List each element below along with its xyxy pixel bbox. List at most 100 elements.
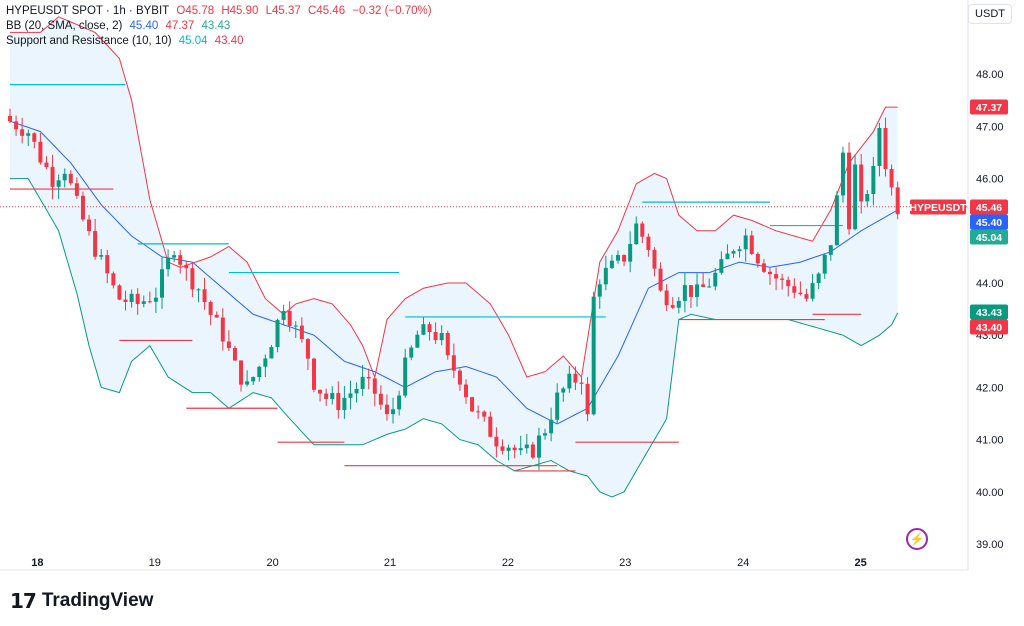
candle-body	[123, 299, 128, 303]
candle-body	[421, 324, 426, 335]
candle-body	[160, 269, 164, 298]
candle-body	[761, 263, 766, 272]
candle-body	[834, 195, 839, 246]
candle-body	[245, 381, 250, 385]
candle-body	[707, 286, 712, 288]
candle-body	[208, 302, 213, 315]
candle-body	[591, 296, 596, 415]
candle-body	[153, 297, 158, 302]
candle-body	[853, 164, 858, 230]
candle-body	[895, 187, 900, 215]
candle-body	[287, 311, 292, 326]
x-tick-label: 20	[267, 557, 279, 569]
candle-body	[232, 347, 237, 361]
candle-body	[330, 393, 335, 399]
candle-body	[226, 341, 231, 348]
candle-body	[281, 311, 286, 320]
candle-body	[342, 397, 347, 410]
candle-body	[476, 411, 481, 413]
candle-body	[561, 388, 566, 393]
symbol-row: HYPEUSDT SPOT · 1h · BYBIT O45.78 H45.90…	[6, 4, 436, 19]
candle-body	[682, 285, 687, 301]
candle-body	[202, 289, 207, 303]
candle-body	[804, 294, 809, 299]
candle-body	[628, 244, 633, 262]
candle-body	[622, 255, 627, 262]
currency-button[interactable]: USDT	[968, 4, 1012, 24]
candle-body	[549, 419, 554, 434]
candle-body	[56, 180, 61, 187]
candle-body	[129, 293, 134, 303]
candle-body	[196, 289, 201, 291]
sr-row[interactable]: Support and Resistance (10, 10) 45.04 43…	[6, 34, 436, 49]
candle-body	[640, 223, 645, 237]
price-badge	[970, 214, 1008, 230]
candle-body	[378, 393, 383, 405]
candle-body	[318, 389, 323, 394]
candle-body	[871, 165, 876, 194]
price-badge-label: 45.46	[976, 202, 1002, 214]
price-badge	[970, 99, 1008, 115]
candle-body	[409, 347, 414, 358]
symbol-label: HYPEUSDT SPOT · 1h · BYBIT	[6, 5, 170, 17]
tradingview-logo-text: TradingView	[41, 590, 154, 611]
symbol-badge-label: HYPEUSDT	[909, 202, 967, 214]
candle-body	[263, 358, 268, 367]
price-badge-label: 43.40	[976, 322, 1002, 334]
candle-body	[220, 317, 225, 342]
flash-icon[interactable]: ⚡	[906, 528, 928, 550]
candle-body	[20, 129, 25, 136]
bollinger-upper-line	[10, 16, 898, 379]
bb-row[interactable]: BB (20, SMA, close, 2) 45.40 47.37 43.43	[6, 19, 436, 34]
candle-body	[670, 305, 675, 308]
y-tick-label: 40.00	[976, 487, 1004, 499]
candle-body	[798, 292, 803, 295]
candle-body	[451, 355, 456, 371]
candle-body	[506, 447, 511, 451]
price-badge-label: 45.04	[976, 232, 1002, 244]
candle-body	[634, 223, 639, 245]
candle-body	[354, 388, 359, 394]
candle-body	[597, 284, 602, 297]
candle-body	[80, 195, 85, 220]
candle-body	[701, 284, 706, 287]
candle-body	[774, 274, 779, 279]
candle-body	[38, 141, 43, 163]
candle-body	[166, 257, 171, 270]
price-badge	[970, 229, 1008, 245]
candle-body	[239, 360, 244, 385]
candle-body	[93, 231, 98, 257]
candle-body	[488, 416, 493, 437]
price-badge	[970, 304, 1008, 320]
candle-body	[883, 127, 888, 169]
candle-body	[293, 325, 298, 327]
candle-body	[646, 236, 651, 250]
candle-body	[366, 376, 371, 379]
candle-body	[147, 301, 152, 303]
y-tick-label: 46.00	[976, 174, 1004, 186]
candle-body	[105, 255, 110, 274]
bb-lower-value: 43.43	[201, 20, 231, 32]
candle-body	[336, 393, 341, 410]
candle-body	[415, 334, 420, 348]
candle-body	[847, 152, 852, 230]
candle-body	[840, 152, 845, 196]
candle-body	[445, 332, 450, 356]
candle-body	[324, 393, 329, 399]
chart-legend: HYPEUSDT SPOT · 1h · BYBIT O45.78 H45.90…	[6, 4, 436, 49]
sr-title: Support and Resistance (10, 10)	[6, 35, 172, 47]
candle-body	[141, 301, 146, 304]
price-badge	[970, 319, 1008, 335]
candle-body	[536, 435, 541, 458]
candle-body	[755, 253, 760, 264]
candle-body	[889, 168, 894, 188]
candle-body	[664, 290, 669, 306]
candle-body	[439, 332, 444, 341]
candle-body	[616, 255, 620, 261]
candle-body	[780, 278, 785, 280]
x-tick-label: 25	[854, 557, 866, 569]
candle-body	[822, 254, 827, 274]
candle-body	[518, 448, 523, 451]
candle-body	[585, 383, 590, 415]
